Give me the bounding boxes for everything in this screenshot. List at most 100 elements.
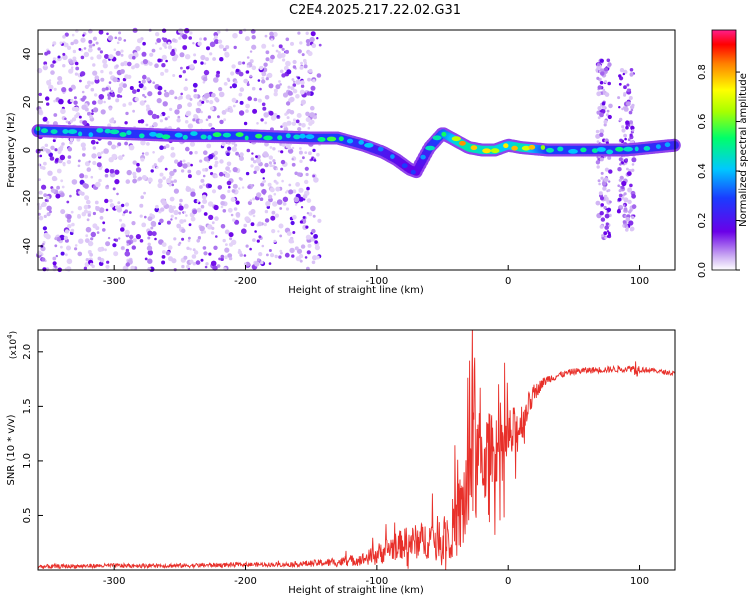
- noise-point: [207, 160, 210, 163]
- noise-point: [281, 47, 285, 51]
- noise-burst-point: [598, 191, 603, 196]
- noise-point: [182, 34, 188, 40]
- ridge-peak: [591, 148, 599, 154]
- noise-burst-point: [628, 88, 632, 92]
- noise-point: [208, 154, 214, 160]
- noise-point: [307, 243, 312, 248]
- noise-point: [189, 247, 192, 251]
- noise-point: [270, 253, 275, 258]
- noise-point: [111, 93, 115, 98]
- noise-point: [95, 181, 101, 188]
- noise-point: [84, 238, 90, 244]
- noise-point: [189, 64, 195, 69]
- noise-point: [218, 91, 225, 98]
- noise-point: [289, 110, 295, 115]
- noise-point: [80, 97, 86, 102]
- noise-point: [280, 150, 284, 154]
- noise-point: [181, 264, 185, 269]
- noise-point: [185, 214, 188, 217]
- noise-point: [100, 69, 104, 74]
- noise-point: [103, 100, 106, 104]
- noise-point: [292, 189, 297, 194]
- noise-point: [307, 126, 311, 130]
- noise-point: [293, 196, 300, 203]
- ridge-peak: [377, 146, 384, 152]
- noise-point: [273, 88, 278, 93]
- noise-point: [120, 49, 124, 53]
- noise-burst-point: [607, 62, 612, 67]
- noise-point: [300, 99, 306, 105]
- noise-point: [203, 93, 210, 99]
- noise-point: [83, 204, 89, 210]
- noise-point: [211, 226, 215, 230]
- noise-point: [269, 31, 274, 37]
- ridge-peak: [222, 132, 231, 138]
- noise-burst-point: [629, 68, 634, 72]
- y-tick-label: 40: [22, 48, 33, 61]
- noise-burst-point: [607, 81, 611, 86]
- noise-point: [97, 47, 101, 51]
- x-tick-label: -200: [234, 576, 257, 587]
- noise-point: [46, 102, 50, 106]
- noise-point: [39, 154, 43, 158]
- noise-point: [189, 141, 196, 147]
- noise-point: [135, 45, 141, 52]
- snr-ylabel: SNR (10 * v/v): [6, 414, 17, 485]
- noise-burst-point: [621, 107, 624, 111]
- noise-point: [173, 188, 179, 194]
- noise-point: [250, 164, 254, 168]
- noise-burst-point: [605, 222, 609, 226]
- noise-point: [115, 98, 120, 103]
- noise-point: [192, 248, 196, 252]
- noise-point: [243, 78, 249, 84]
- noise-point: [231, 146, 237, 152]
- noise-point: [296, 248, 303, 254]
- noise-burst-point: [623, 197, 629, 203]
- noise-point: [281, 142, 286, 147]
- noise-point: [166, 178, 172, 184]
- noise-point: [106, 260, 110, 264]
- noise-point: [228, 108, 234, 113]
- noise-point: [145, 123, 149, 127]
- noise-point: [217, 115, 220, 118]
- noise-point: [177, 161, 183, 168]
- noise-point: [267, 194, 273, 199]
- noise-point: [167, 115, 170, 119]
- noise-point: [202, 230, 207, 234]
- noise-point: [209, 41, 216, 48]
- ridge-peak: [299, 133, 306, 139]
- noise-point: [96, 141, 99, 145]
- noise-burst-point: [623, 85, 627, 90]
- noise-point: [54, 244, 58, 248]
- noise-point: [298, 122, 302, 126]
- noise-point: [304, 166, 309, 171]
- noise-point: [214, 39, 219, 45]
- noise-point: [141, 152, 145, 155]
- noise-point: [271, 229, 276, 234]
- noise-burst-point: [623, 93, 627, 97]
- noise-point: [157, 182, 163, 189]
- noise-point: [216, 264, 221, 268]
- noise-point: [118, 237, 121, 240]
- noise-point: [177, 115, 181, 119]
- noise-point: [75, 66, 80, 71]
- noise-point: [74, 106, 80, 112]
- noise-point: [208, 214, 214, 220]
- noise-point: [131, 221, 136, 226]
- noise-point: [214, 174, 218, 179]
- noise-point: [245, 103, 251, 109]
- noise-burst-point: [608, 180, 611, 183]
- noise-point: [159, 218, 164, 224]
- noise-point: [89, 262, 94, 267]
- noise-point: [233, 207, 238, 211]
- noise-point: [292, 83, 297, 87]
- noise-point: [107, 35, 114, 41]
- noise-burst-point: [601, 101, 606, 106]
- noise-point: [272, 147, 276, 151]
- noise-point: [120, 69, 125, 74]
- snr-ticks: -300 -200 -100 0 100 0.5 1.0 1.5 2.0: [22, 344, 649, 587]
- noise-burst-point: [603, 67, 609, 72]
- noise-point: [147, 216, 153, 222]
- noise-point: [228, 169, 232, 173]
- noise-point: [316, 37, 319, 40]
